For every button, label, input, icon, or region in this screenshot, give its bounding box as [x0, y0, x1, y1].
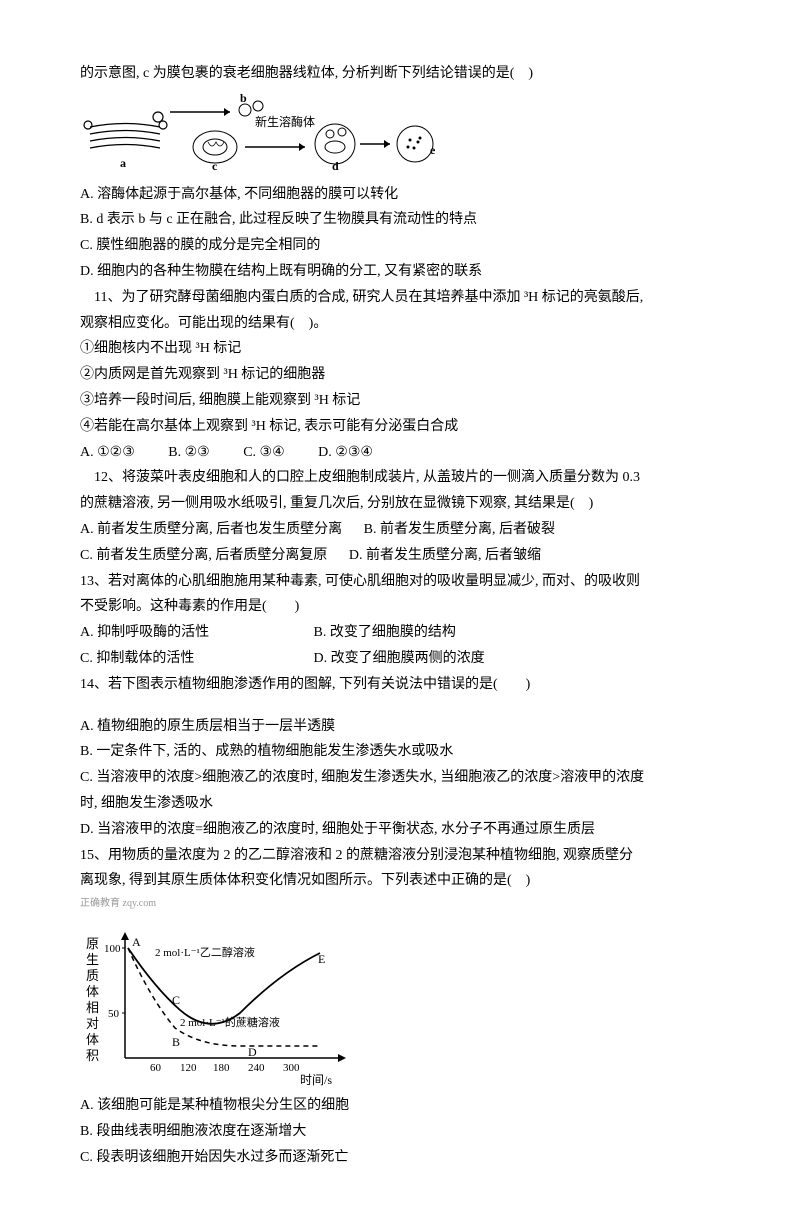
q13-stem2: 不受影响。这种毒素的作用是( ) [80, 595, 720, 619]
svg-text:时间/s: 时间/s [300, 1073, 332, 1087]
q13-stem1: 13、若对离体的心肌细胞施用某种毒素, 可使心肌细胞对的吸收量明显减少, 而对、… [80, 570, 720, 594]
svg-text:D: D [248, 1045, 257, 1059]
svg-text:E: E [318, 952, 325, 966]
q12-optC: C. 前者发生质壁分离, 后者质壁分离复原 [80, 544, 327, 568]
q11-optC: C. ③④ [243, 441, 284, 465]
q11-s3: ③培养一段时间后, 细胞膜上能观察到 ³H 标记 [80, 389, 720, 413]
q12-stem1: 12、将菠菜叶表皮细胞和人的口腔上皮细胞制成装片, 从盖玻片的一侧滴入质量分数为… [80, 466, 720, 490]
q12-optA: A. 前者发生质壁分离, 后者也发生质壁分离 [80, 518, 342, 542]
svg-text:相: 相 [86, 1000, 99, 1015]
q15-stem2: 离现象, 得到其原生质体体积变化情况如图所示。下列表述中正确的是( ) [80, 869, 720, 893]
svg-text:原: 原 [86, 936, 99, 951]
svg-text:2 mol·L⁻¹乙二醇溶液: 2 mol·L⁻¹乙二醇溶液 [155, 945, 255, 959]
q14-optB: B. 一定条件下, 活的、成熟的植物细胞能发生渗透失水或吸水 [80, 740, 720, 764]
svg-text:体: 体 [86, 984, 99, 999]
q15-watermark: 正确教育 zqy.com [80, 895, 720, 912]
q13-optD: D. 改变了细胞膜两侧的浓度 [314, 647, 485, 671]
svg-text:a: a [120, 156, 126, 170]
q10-optB: B. d 表示 b 与 c 正在融合, 此过程反映了生物膜具有流动性的特点 [80, 208, 720, 232]
svg-text:A: A [132, 935, 141, 949]
q13-optB: B. 改变了细胞膜的结构 [314, 621, 456, 645]
q12-optB: B. 前者发生质壁分离, 后者破裂 [364, 518, 555, 542]
q10-optC: C. 膜性细胞器的膜的成分是完全相同的 [80, 234, 720, 258]
q13-row2: C. 抑制载体的活性 D. 改变了细胞膜两侧的浓度 [80, 647, 720, 671]
svg-text:d: d [332, 159, 339, 172]
q14-stem: 14、若下图表示植物细胞渗透作用的图解, 下列有关说法中错误的是( ) [80, 673, 720, 697]
svg-text:体: 体 [86, 1032, 99, 1047]
q12-row1: A. 前者发生质壁分离, 后者也发生质壁分离 B. 前者发生质壁分离, 后者破裂 [80, 518, 720, 542]
svg-text:C: C [172, 993, 180, 1007]
q13-optC: C. 抑制载体的活性 [80, 647, 280, 671]
svg-text:积: 积 [86, 1048, 99, 1063]
q11-s1: ①细胞核内不出现 ³H 标记 [80, 337, 720, 361]
q11-optA: A. ①②③ [80, 441, 135, 465]
svg-text:240: 240 [248, 1062, 265, 1074]
q11-s4: ④若能在高尔基体上观察到 ³H 标记, 表示可能有分泌蛋白合成 [80, 415, 720, 439]
q10-intro: 的示意图, c 为膜包裹的衰老细胞器线粒体, 分析判断下列结论错误的是( ) [80, 62, 720, 86]
q14-optC2: 时, 细胞发生渗透吸水 [80, 792, 720, 816]
q13-row1: A. 抑制呼吸酶的活性 B. 改变了细胞膜的结构 [80, 621, 720, 645]
q15-optC: C. 段表明该细胞开始因失水过多而逐渐死亡 [80, 1146, 720, 1170]
q12-optD: D. 前者发生质壁分离, 后者皱缩 [349, 544, 541, 568]
q10-optA: A. 溶酶体起源于高尔基体, 不同细胞器的膜可以转化 [80, 183, 720, 207]
q15-chart: 原 生 质 体 相 对 体 积 100 50 60 120 180 240 30… [80, 918, 720, 1088]
q14-optD: D. 当溶液甲的浓度=细胞液乙的浓度时, 细胞处于平衡状态, 水分子不再通过原生… [80, 818, 720, 842]
q12-row2: C. 前者发生质壁分离, 后者质壁分离复原 D. 前者发生质壁分离, 后者皱缩 [80, 544, 720, 568]
q11-optD: D. ②③④ [318, 441, 373, 465]
label-b: b [240, 92, 247, 105]
q10-diagram: b 新生溶酶体 a c d e [80, 92, 440, 172]
q11-optB: B. ②③ [168, 441, 209, 465]
svg-text:B: B [172, 1035, 180, 1049]
svg-text:新生溶酶体: 新生溶酶体 [255, 114, 315, 129]
svg-text:120: 120 [180, 1062, 197, 1074]
q14-optA: A. 植物细胞的原生质层相当于一层半透膜 [80, 715, 720, 739]
svg-text:c: c [212, 159, 218, 172]
svg-text:100: 100 [104, 943, 121, 955]
svg-text:180: 180 [213, 1062, 230, 1074]
q15-stem1: 15、用物质的量浓度为 2 的乙二醇溶液和 2 的蔗糖溶液分别浸泡某种植物细胞,… [80, 844, 720, 868]
svg-text:e: e [430, 143, 436, 157]
q11-stem2: 观察相应变化。可能出现的结果有( )。 [80, 312, 720, 336]
q14-optC1: C. 当溶液甲的浓度>细胞液乙的浓度时, 细胞发生渗透失水, 当细胞液乙的浓度>… [80, 766, 720, 790]
q13-optA: A. 抑制呼吸酶的活性 [80, 621, 280, 645]
q11-s2: ②内质网是首先观察到 ³H 标记的细胞器 [80, 363, 720, 387]
svg-text:生: 生 [86, 952, 99, 967]
svg-text:50: 50 [108, 1008, 120, 1020]
svg-text:300: 300 [283, 1062, 300, 1074]
svg-text:对: 对 [86, 1016, 99, 1031]
q11-options: A. ①②③ B. ②③ C. ③④ D. ②③④ [80, 441, 720, 465]
q14-blank [80, 699, 720, 713]
q10-optD: D. 细胞内的各种生物膜在结构上既有明确的分工, 又有紧密的联系 [80, 260, 720, 284]
svg-text:60: 60 [150, 1062, 162, 1074]
q11-stem1: 11、为了研究酵母菌细胞内蛋白质的合成, 研究人员在其培养基中添加 ³H 标记的… [80, 286, 720, 310]
svg-text:2 mol·L⁻¹的蔗糖溶液: 2 mol·L⁻¹的蔗糖溶液 [180, 1015, 280, 1029]
q12-stem2: 的蔗糖溶液, 另一侧用吸水纸吸引, 重复几次后, 分别放在显微镜下观察, 其结果… [80, 492, 720, 516]
svg-text:质: 质 [86, 968, 99, 983]
q15-optA: A. 该细胞可能是某种植物根尖分生区的细胞 [80, 1094, 720, 1118]
